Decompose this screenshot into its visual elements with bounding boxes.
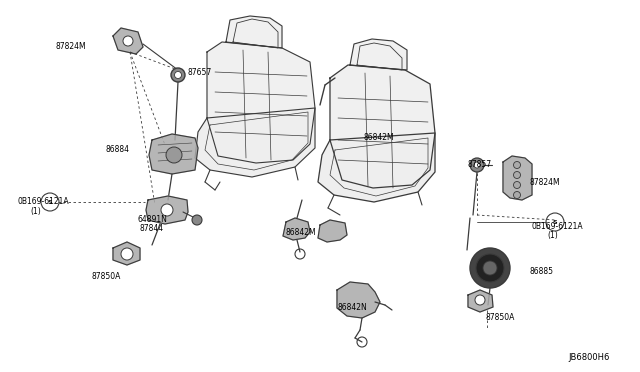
Text: JB6800H6: JB6800H6 [568,353,610,362]
Text: 86842M: 86842M [363,133,394,142]
Circle shape [470,248,510,288]
Polygon shape [350,39,407,70]
Polygon shape [318,220,347,242]
Polygon shape [195,108,315,177]
Text: 86842M: 86842M [285,228,316,237]
Circle shape [513,182,520,189]
Circle shape [121,248,133,260]
Text: 87657: 87657 [188,68,212,77]
Text: 0B169-6121A: 0B169-6121A [532,222,584,231]
Polygon shape [330,65,435,188]
Text: 86885: 86885 [530,267,554,276]
Circle shape [513,171,520,179]
Polygon shape [146,196,188,224]
Polygon shape [113,28,143,54]
Text: 86884: 86884 [105,145,129,154]
Polygon shape [468,290,493,312]
Text: 87844: 87844 [140,224,164,233]
Text: 86842N: 86842N [338,303,368,312]
Text: 87850A: 87850A [92,272,122,281]
Circle shape [192,215,202,225]
Text: (1): (1) [547,231,557,240]
Circle shape [175,71,182,78]
Circle shape [171,68,185,82]
Polygon shape [149,134,198,174]
Text: 87850A: 87850A [485,313,515,322]
Polygon shape [337,282,380,318]
Polygon shape [113,242,140,265]
Text: 87857: 87857 [467,160,491,169]
Polygon shape [503,156,532,200]
Text: S: S [553,219,557,224]
Circle shape [475,295,485,305]
Polygon shape [226,16,282,48]
Polygon shape [283,218,310,240]
Circle shape [474,162,480,168]
Text: 64891N: 64891N [138,215,168,224]
Text: S: S [48,199,52,205]
Circle shape [483,261,497,275]
Polygon shape [318,133,435,202]
Text: (1): (1) [30,207,41,216]
Text: 87824M: 87824M [530,178,561,187]
Circle shape [513,161,520,169]
Circle shape [513,192,520,199]
Polygon shape [207,42,315,163]
Text: 87824M: 87824M [55,42,86,51]
Circle shape [470,158,484,172]
Circle shape [161,204,173,216]
Circle shape [166,147,182,163]
Text: 0B169-6121A: 0B169-6121A [18,197,70,206]
Circle shape [476,254,504,282]
Circle shape [123,36,133,46]
